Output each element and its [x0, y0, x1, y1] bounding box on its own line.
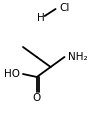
Text: NH₂: NH₂: [68, 52, 88, 61]
Text: HO: HO: [4, 68, 20, 78]
Text: O: O: [33, 92, 41, 102]
Text: H: H: [37, 13, 45, 23]
Text: Cl: Cl: [59, 3, 70, 13]
